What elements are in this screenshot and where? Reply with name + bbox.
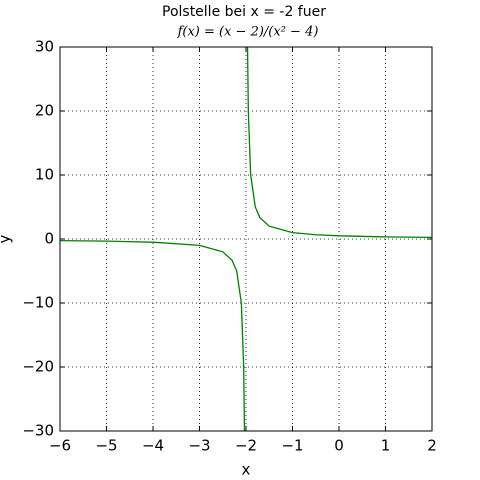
x-tick-label: 0 (334, 437, 344, 455)
function-line (59, 46, 433, 432)
y-tick-label: 30 (35, 38, 54, 56)
x-tick-label: 2 (427, 437, 437, 455)
x-tick-label: −3 (188, 437, 210, 455)
chart-title: Polstelle bei x = -2 fuer (162, 4, 326, 20)
y-tick-label: 0 (44, 230, 54, 248)
chart-subtitle: f(x) = (x − 2)/(x² − 4) (177, 25, 319, 40)
y-tick-label: −10 (22, 294, 54, 312)
y-tick-label: 20 (35, 102, 54, 120)
y-tick-label: −20 (22, 358, 54, 376)
y-tick-label: −30 (22, 422, 54, 440)
x-tick-label: −6 (49, 437, 71, 455)
x-tick-label: 1 (381, 437, 391, 455)
x-tick-label: −1 (281, 437, 303, 455)
x-tick-label: −4 (142, 437, 164, 455)
y-tick-label: 10 (35, 166, 54, 184)
y-axis-label: y (0, 234, 14, 243)
x-axis-label: x (242, 461, 251, 479)
plot-frame (59, 46, 433, 432)
x-tick-label: −5 (95, 437, 117, 455)
x-tick-label: −2 (235, 437, 257, 455)
